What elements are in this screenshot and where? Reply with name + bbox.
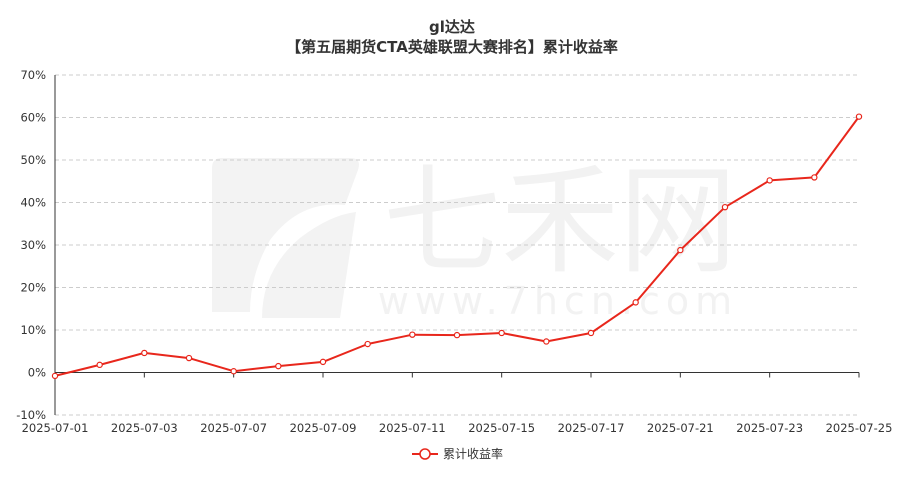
- data-point[interactable]: [721, 203, 729, 211]
- y-tick-label: 40%: [20, 196, 46, 210]
- data-point[interactable]: [677, 246, 684, 254]
- series-cumulative-return: [51, 113, 863, 380]
- watermark: 七禾网 www.7hcn.com: [212, 152, 738, 323]
- watermark-logo-icon: [212, 158, 359, 318]
- data-point[interactable]: [185, 354, 193, 362]
- data-point[interactable]: [632, 299, 639, 306]
- x-tick-label: 2025-07-01: [22, 421, 89, 435]
- watermark-url: www.7hcn.com: [378, 279, 738, 323]
- y-tick-label: 0%: [28, 366, 46, 380]
- y-tick-label: 70%: [20, 68, 46, 82]
- legend-label: 累计收益率: [443, 446, 503, 461]
- watermark-brand: 七禾网: [383, 152, 737, 290]
- data-point[interactable]: [275, 362, 282, 370]
- data-point[interactable]: [319, 358, 327, 366]
- x-tick-label: 2025-07-17: [558, 421, 625, 435]
- data-point[interactable]: [364, 340, 371, 348]
- data-point[interactable]: [51, 372, 59, 380]
- data-point[interactable]: [587, 329, 595, 337]
- data-point[interactable]: [230, 368, 237, 375]
- y-tick-label: 30%: [20, 238, 46, 252]
- x-tick-label: 2025-07-15: [468, 421, 535, 435]
- x-tick-label: 2025-07-07: [200, 421, 267, 435]
- y-tick-label: 20%: [20, 281, 46, 295]
- data-point[interactable]: [855, 113, 863, 120]
- data-point[interactable]: [811, 174, 818, 181]
- y-tick-label: -10%: [16, 408, 46, 422]
- x-tick-label: 2025-07-23: [736, 421, 803, 435]
- legend-marker-icon: [419, 448, 431, 460]
- x-tick-label: 2025-07-11: [379, 421, 446, 435]
- grid: [55, 74, 859, 416]
- data-point[interactable]: [409, 331, 416, 338]
- x-tick-label: 2025-07-25: [826, 421, 893, 435]
- chart-subtitle: 【第五届期货CTA英雄联盟大赛排名】累计收益率: [286, 38, 618, 56]
- x-tick-label: 2025-07-21: [647, 421, 714, 435]
- data-point[interactable]: [543, 338, 550, 345]
- chart-title: gl达达: [429, 18, 475, 36]
- y-axis: -10% 0% 10% 20% 30% 40% 50% 60% 70%: [16, 68, 56, 422]
- data-point[interactable]: [766, 177, 773, 184]
- data-point[interactable]: [141, 349, 148, 357]
- y-tick-label: 50%: [20, 153, 46, 167]
- data-point[interactable]: [498, 329, 505, 337]
- legend[interactable]: 累计收益率: [412, 446, 503, 461]
- data-point[interactable]: [453, 331, 461, 339]
- x-tick-label: 2025-07-03: [111, 421, 178, 435]
- y-tick-label: 10%: [20, 323, 46, 337]
- x-tick-label: 2025-07-09: [290, 421, 357, 435]
- data-point[interactable]: [96, 361, 103, 369]
- y-tick-label: 60%: [20, 111, 46, 125]
- x-axis: 2025-07-01 2025-07-03 2025-07-07 2025-07-09…: [22, 372, 893, 435]
